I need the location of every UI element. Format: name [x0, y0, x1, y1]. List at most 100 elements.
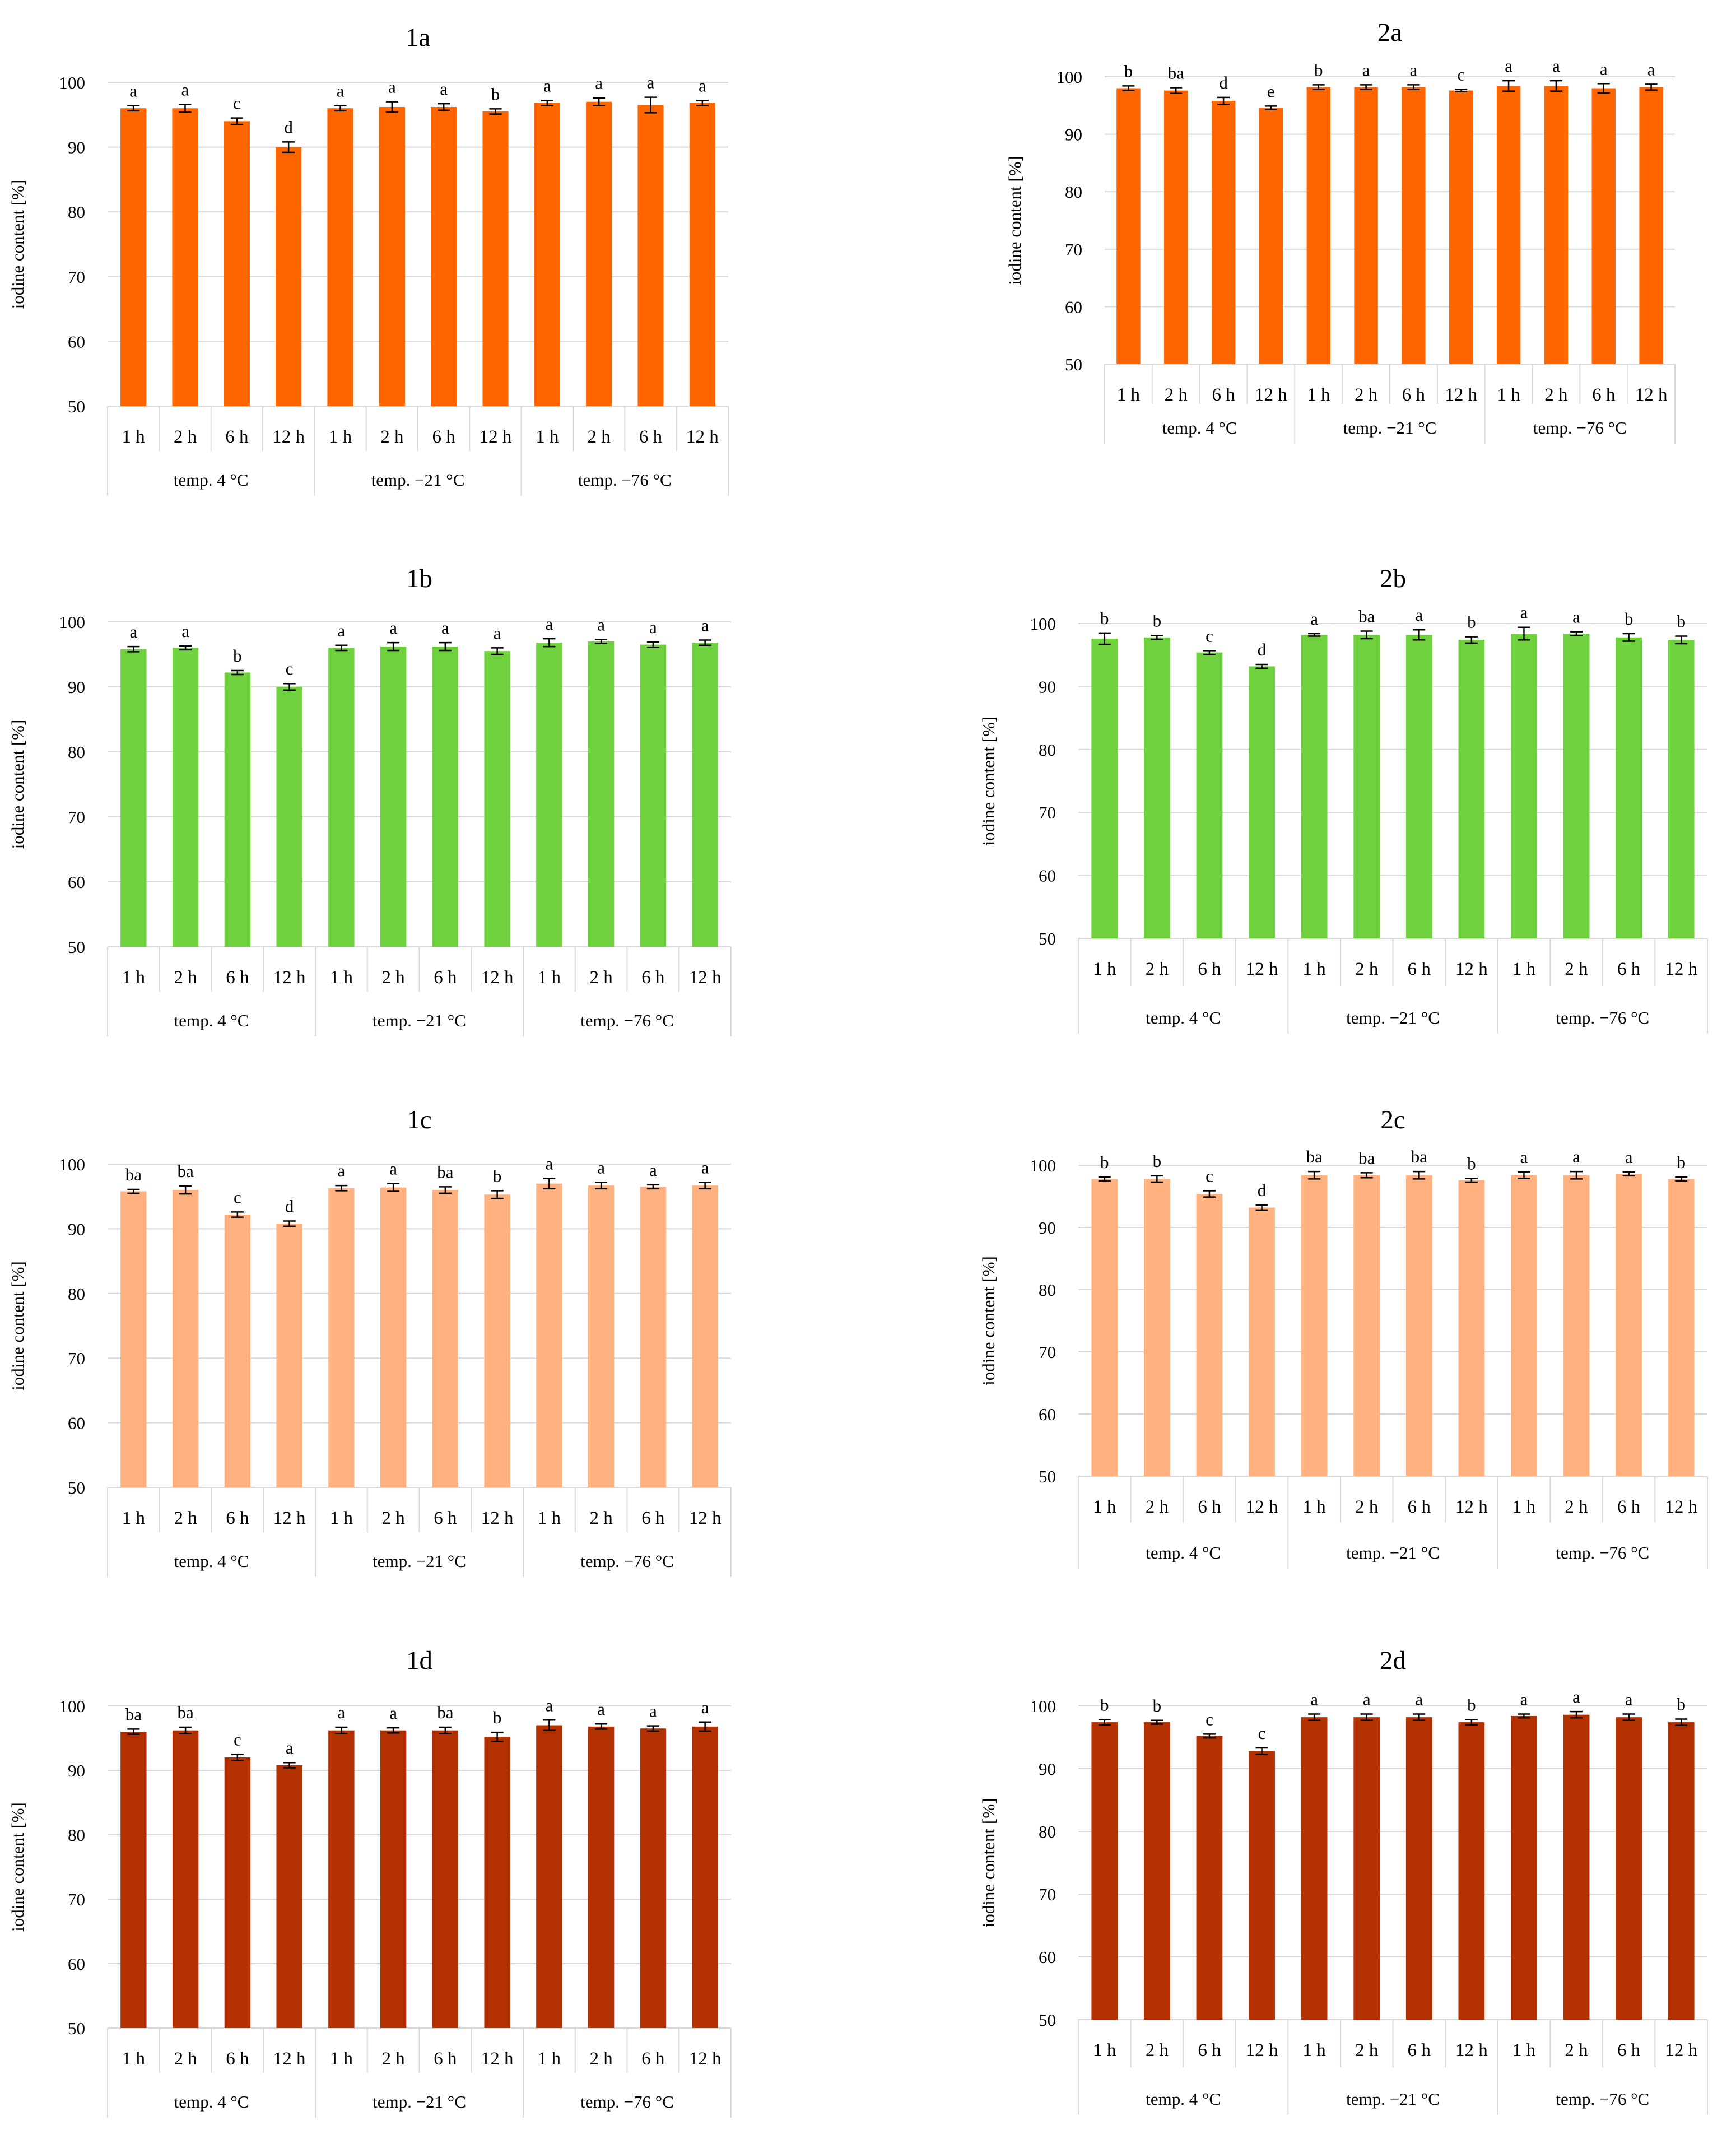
x-tick-label: 1 h	[538, 2049, 561, 2069]
bar	[432, 1190, 459, 1487]
bar	[1616, 637, 1642, 938]
x-tick-label: 12 h	[1665, 959, 1697, 979]
x-tick-label: 6 h	[434, 1508, 457, 1528]
chart-panel-1a: 1a 50 60 70 80 90 100 iodine content [%] a 1 h a 2 …	[8, 23, 729, 496]
bar	[1306, 87, 1330, 364]
chart-title: 1d	[406, 1646, 432, 1675]
x-tick-label: 6 h	[432, 427, 456, 447]
bar	[1616, 1174, 1642, 1476]
x-tick-label: 1 h	[1303, 2040, 1327, 2061]
bar	[1091, 638, 1118, 938]
x-tick-label: 12 h	[686, 427, 719, 447]
significance-letter: b	[1100, 1695, 1109, 1715]
x-tick-label: 2 h	[590, 2049, 613, 2069]
x-group-label: temp. −21 °C	[373, 2092, 466, 2112]
x-tick-label: 1 h	[536, 427, 559, 447]
significance-letter: c	[1258, 1723, 1266, 1743]
significance-letter: a	[1362, 60, 1370, 80]
y-tick-label: 60	[68, 1954, 85, 1974]
bar	[692, 1726, 718, 2028]
y-tick-label: 50	[68, 397, 85, 416]
x-group-label: temp. −76 °C	[1556, 1008, 1649, 1027]
x-tick-label: 2 h	[1146, 959, 1169, 979]
bar	[1091, 1722, 1118, 2020]
significance-letter: a	[701, 615, 709, 635]
x-group-label: temp. −76 °C	[580, 2092, 674, 2112]
bar	[482, 111, 509, 406]
significance-letter: b	[1467, 1695, 1476, 1715]
significance-letter: b	[1467, 612, 1476, 632]
x-tick-label: 12 h	[273, 968, 306, 988]
bar	[328, 1730, 355, 2028]
x-tick-label: 1 h	[538, 968, 561, 988]
significance-letter: a	[701, 1698, 709, 1717]
x-tick-label: 12 h	[689, 2049, 722, 2069]
bar	[1616, 1717, 1642, 2020]
significance-letter: a	[545, 1695, 553, 1715]
x-tick-label: 2 h	[590, 1508, 613, 1528]
significance-letter: ba	[437, 1162, 454, 1182]
x-group-label: temp. −76 °C	[580, 1011, 674, 1030]
x-tick-label: 2 h	[382, 1508, 406, 1528]
y-tick-label: 90	[1039, 1759, 1056, 1779]
bar	[640, 644, 667, 947]
significance-letter: c	[1457, 65, 1465, 85]
significance-letter: a	[440, 79, 448, 99]
x-tick-label: 1 h	[1307, 385, 1330, 405]
x-tick-label: 2 h	[1165, 385, 1188, 405]
x-tick-label: 2 h	[1355, 2040, 1379, 2061]
chart-panel-2c: 2c 50 60 70 80 90 100 iodine content [%] b 1 h b 2 …	[979, 1105, 1708, 1569]
significance-letter: a	[1520, 603, 1528, 622]
significance-letter: a	[649, 1701, 657, 1721]
bar	[1301, 1175, 1328, 1476]
significance-letter: c	[1206, 626, 1213, 645]
bar	[1249, 666, 1275, 938]
x-group-label: temp. −76 °C	[1556, 2089, 1649, 2109]
x-tick-label: 6 h	[1408, 2040, 1431, 2061]
bar	[1196, 652, 1223, 938]
bar	[1116, 88, 1141, 364]
significance-letter: a	[597, 1699, 605, 1719]
significance-letter: a	[388, 77, 396, 97]
bar	[120, 108, 147, 407]
significance-letter: b	[1677, 1152, 1686, 1172]
significance-letter: a	[597, 615, 605, 634]
significance-letter: ba	[1358, 606, 1375, 626]
chart-panel-1b: 1b 50 60 70 80 90 100 iodine content [%] a 1 h a 2 …	[8, 564, 732, 1036]
bar	[1405, 1175, 1432, 1476]
y-tick-label: 60	[1039, 866, 1056, 886]
bar	[380, 1730, 407, 2028]
bar	[1143, 1179, 1170, 1476]
bar	[328, 648, 355, 947]
x-group-label: temp. 4 °C	[1146, 2089, 1221, 2109]
x-tick-label: 2 h	[590, 968, 613, 988]
bar	[172, 648, 199, 947]
bar	[1591, 88, 1616, 364]
bar	[586, 101, 612, 406]
x-tick-label: 12 h	[689, 1508, 722, 1528]
x-tick-label: 1 h	[122, 2049, 146, 2069]
x-tick-label: 2 h	[1355, 1497, 1379, 1517]
x-group-label: temp. −76 °C	[1556, 1543, 1649, 1562]
bar	[1196, 1194, 1223, 1476]
bar	[172, 108, 198, 407]
bar	[380, 647, 407, 947]
bar	[536, 1725, 562, 2028]
significance-letter: a	[389, 1703, 397, 1723]
bar	[1143, 637, 1170, 938]
x-group-label: temp. 4 °C	[1162, 418, 1237, 438]
significance-letter: ba	[1306, 1147, 1323, 1166]
x-tick-label: 12 h	[273, 2049, 306, 2069]
x-tick-label: 1 h	[122, 968, 146, 988]
x-group-label: temp. 4 °C	[1146, 1008, 1221, 1027]
x-group-label: temp. 4 °C	[174, 1011, 249, 1030]
y-axis-label: iodine content [%]	[1005, 156, 1025, 285]
bar	[327, 108, 353, 407]
x-tick-label: 12 h	[481, 2049, 514, 2069]
bar	[1563, 1175, 1590, 1476]
chart-title: 2c	[1380, 1105, 1405, 1134]
x-tick-label: 6 h	[641, 968, 665, 988]
bar	[536, 643, 562, 947]
